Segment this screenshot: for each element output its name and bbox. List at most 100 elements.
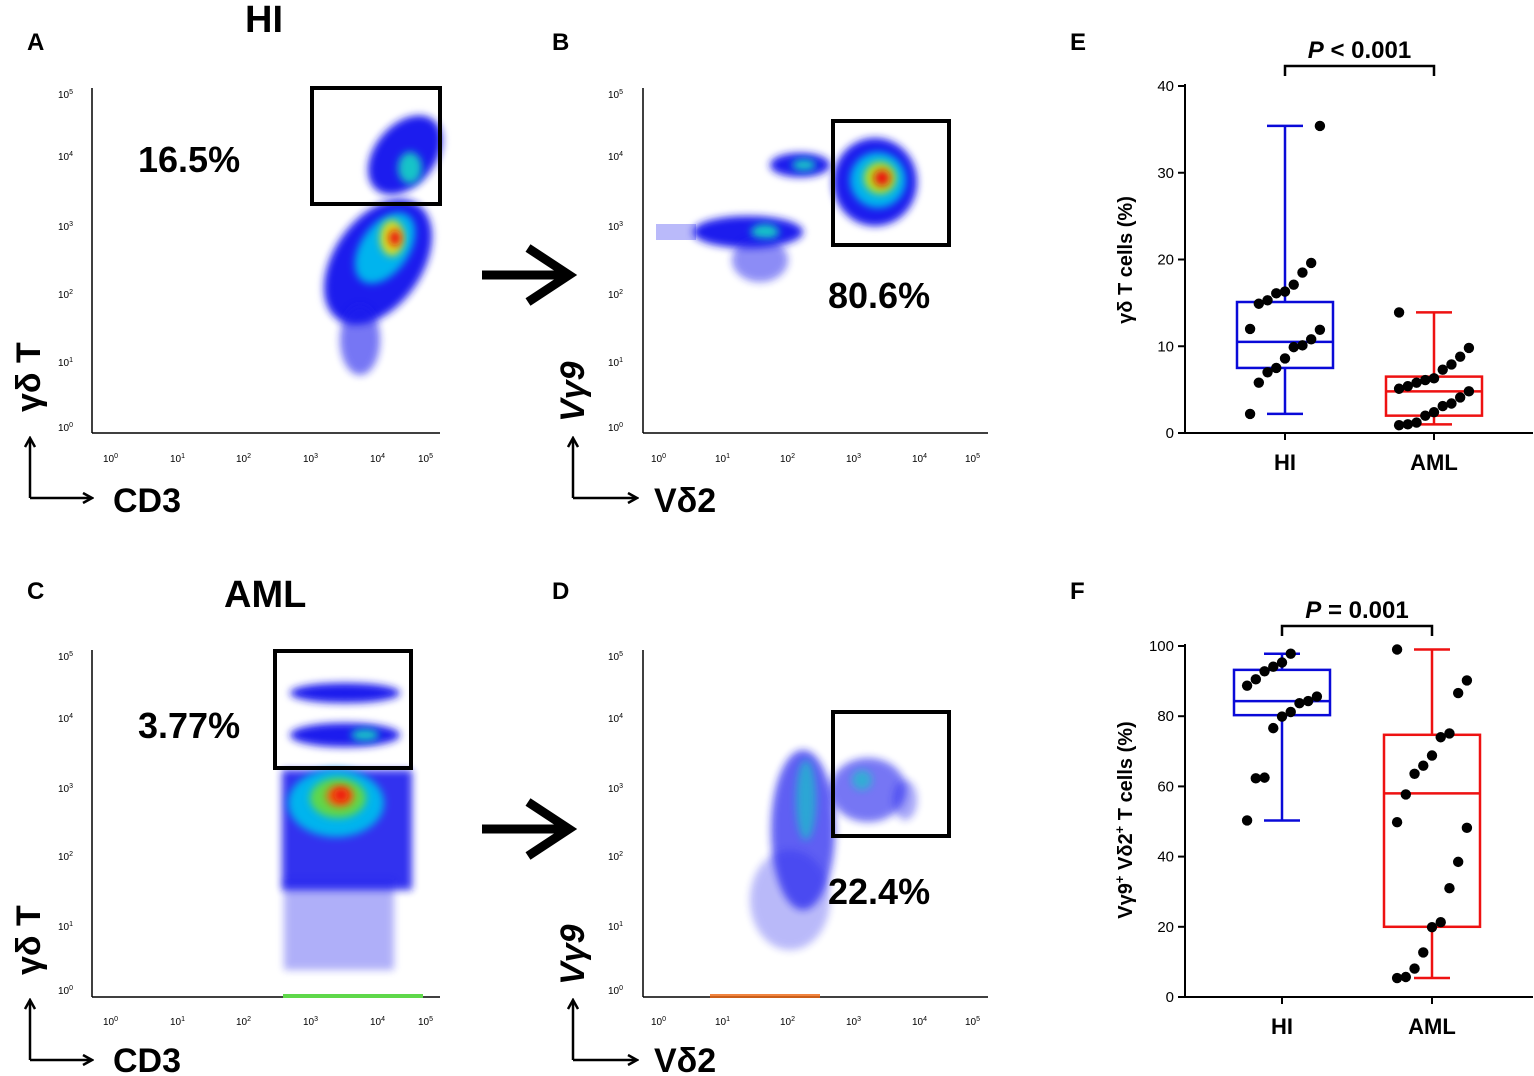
data-point [1276,657,1288,668]
gate-box-a [310,86,442,206]
cell-density-c [282,683,423,998]
data-point [1262,367,1273,378]
data-point [1452,687,1464,699]
flow-plot-c: 100 101 102 103 104 105 100 101 102 103 … [58,649,440,1028]
data-point [1435,732,1446,743]
y-tick-label: 101 [58,357,73,369]
x-tick-label: AML [1408,1014,1456,1039]
gating-arrow-bottom [482,798,578,860]
gate-percentage: 80.6% [828,275,930,316]
x-axis-label: Vδ2 [654,1042,716,1076]
data-point [1276,711,1288,722]
data-point [1391,972,1403,984]
data-point [1305,257,1317,269]
x-tick-label: 104 [912,1016,927,1028]
x-tick-label: 105 [965,1016,980,1028]
y-tick-label: 0 [1166,425,1174,442]
data-point [1463,386,1475,397]
data-point [1454,392,1466,403]
y-ticks-a: 100 101 102 103 104 105 [58,89,73,434]
y-tick-label: 102 [58,289,73,301]
y-tick-label: 105 [608,651,623,663]
y-tick-label: 101 [608,921,623,933]
data-point [1271,288,1282,299]
x-tick-label: 101 [170,453,185,465]
data-point [1271,362,1282,374]
data-point [1409,963,1420,974]
data-point [1391,817,1403,828]
axis-arrows-d [573,1000,637,1060]
significance-bracket [1283,64,1436,76]
data-point [1454,351,1466,362]
data-point [1285,706,1296,718]
data-point [1259,772,1270,783]
y-tick-label: 101 [58,921,73,933]
y-axis-label: Vγ9 [554,361,592,422]
x-tick-label: 105 [418,453,433,465]
x-tick-label: 101 [715,1016,730,1028]
axis-arrows-b [573,438,637,498]
x-axis-label: Vδ2 [654,482,716,520]
y-tick-label: 20 [1157,919,1174,936]
cell-density-b [656,138,917,282]
y-tick-label: 104 [608,151,623,163]
data-point [1418,760,1429,771]
data-point [1253,298,1265,309]
data-point [1288,341,1299,353]
y-tick-label: 104 [58,151,73,163]
data-point [1411,377,1422,388]
y-axis-label: γδ T [10,905,48,975]
data-point [1241,815,1253,826]
panel-letter-c: C [27,578,44,605]
data-point [1435,917,1446,928]
flow-plot-d: 100 101 102 103 104 105 100 101 102 103 … [608,650,988,1028]
x-axis-label: CD3 [113,1042,181,1076]
data-point [1279,286,1291,297]
y-tick-label: 105 [58,651,73,663]
x-tick-label: 102 [236,1016,251,1028]
y-ticks-b: 100 101 102 103 104 105 [608,89,623,434]
significance-bracket [1280,624,1434,636]
y-tick-label: 103 [58,221,73,233]
x-tick-label: 104 [370,453,385,465]
p-value-label: P < 0.001 [1308,37,1411,64]
cell-density-d [710,750,917,998]
x-tick-label: HI [1274,450,1296,475]
y-tick-label: 105 [58,89,73,101]
data-point [1461,675,1473,686]
y-tick-label: 100 [608,985,623,997]
box-iqr [1235,300,1335,370]
data-point [1446,359,1457,370]
gate-box-d [831,710,951,838]
x-tick-label: 103 [846,1016,861,1028]
axis-arrows-a [30,438,92,498]
data-point [1437,364,1448,375]
x-tick-label: 101 [715,453,730,465]
data-point [1400,789,1412,800]
x-tick-label: 103 [303,453,318,465]
data-point [1444,728,1455,739]
y-ticks-c: 100 101 102 103 104 105 [58,651,73,997]
data-point [1446,398,1457,409]
x-ticks-a: 100 101 102 103 104 105 [103,453,433,465]
x-tick-label: 101 [170,1016,185,1028]
x-tick-label: 103 [303,1016,318,1028]
y-tick-label: 10 [1157,338,1174,355]
panel-letter-a: A [27,29,44,56]
data-point [1250,674,1262,685]
x-tick-label: 102 [236,453,251,465]
panel-d: D 100 101 102 103 104 105 100 101 102 10… [552,578,988,1076]
data-point [1418,947,1429,958]
y-tick-label: 101 [608,357,623,369]
x-tick-label: 100 [651,453,666,465]
x-ticks-b: 100 101 102 103 104 105 [651,453,980,465]
y-tick-label: 0 [1166,989,1174,1006]
boxplot-e: 0 10 20 30 40 HI AML P < 0.001 [1157,37,1533,475]
data-point [1262,295,1273,306]
x-tick-label: 100 [651,1016,666,1028]
y-tick-label: 103 [58,783,73,795]
boxplot-f: 0 20 40 60 80 100 HI AML P = 0.001 [1149,597,1533,1039]
y-tick-label: 100 [58,985,73,997]
panel-e: E γδ T cells (%) 0 10 20 30 40 HI AML P < 0.001 [1070,29,1533,475]
gating-arrow-top [482,244,578,306]
